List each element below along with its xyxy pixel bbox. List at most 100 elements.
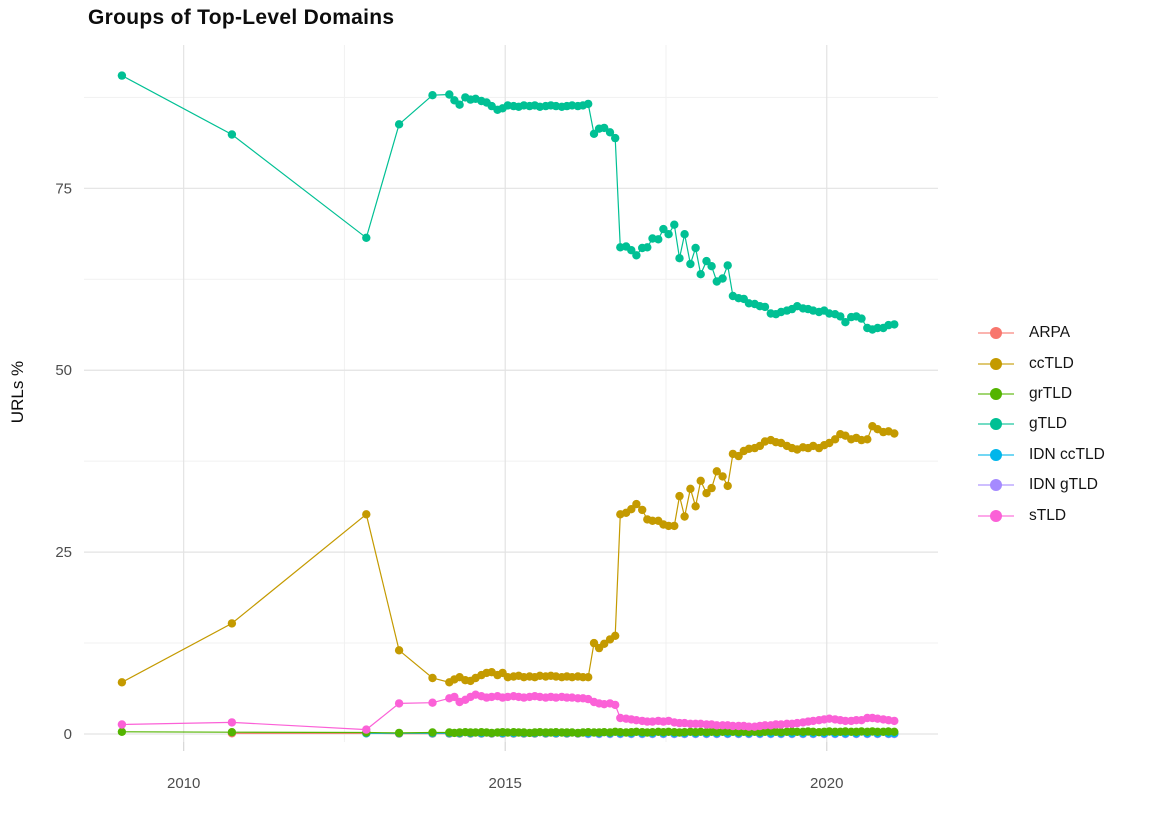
data-point-grtld (890, 727, 899, 736)
data-point-gtld (670, 220, 679, 229)
data-point-stld (841, 716, 850, 726)
legend-label: grTLD (1029, 384, 1073, 402)
data-point-gtld (627, 246, 636, 255)
data-point-gtld (654, 235, 663, 244)
data-point-gtld (702, 256, 711, 266)
data-point-cctld (702, 489, 711, 498)
data-point-gtld (605, 128, 615, 137)
data-point-grtld (793, 727, 802, 736)
data-point-cctld (670, 521, 679, 531)
legend: ARPA ccTLD grTLD gTLD IDN ccTLD IDN gTLD sTLD (978, 318, 1105, 531)
data-point-gtld (760, 302, 770, 312)
legend-label: ARPA (1029, 324, 1071, 342)
y-tick-label: 0 (64, 726, 72, 743)
legend-key-icon (978, 387, 1014, 401)
data-point-gtld (455, 100, 464, 109)
data-point-gtld (718, 274, 727, 283)
legend-item-cctld: ccTLD (978, 348, 1105, 378)
data-point-cctld (362, 510, 371, 519)
data-point-cctld (394, 646, 404, 655)
data-point-cctld (600, 639, 609, 648)
data-point-stld (394, 699, 404, 708)
data-point-stld (611, 700, 620, 710)
data-point-stld (744, 722, 754, 731)
y-tick-label: 50 (55, 362, 72, 379)
data-point-gtld (600, 123, 609, 133)
data-point-grtld (227, 728, 237, 737)
data-point-cctld (584, 673, 593, 682)
data-point-gtld (707, 262, 716, 271)
legend-dot-swatch (990, 357, 1002, 370)
legend-item-gtld: gTLD (978, 409, 1105, 439)
data-point-grtld (394, 728, 404, 738)
data-point-stld (362, 725, 371, 734)
legend-key-icon (978, 478, 1014, 492)
data-point-stld (760, 721, 770, 730)
data-point-gtld (584, 99, 593, 109)
data-point-cctld (117, 678, 127, 687)
legend-key-icon (978, 326, 1014, 340)
legend-dot-swatch (990, 479, 1002, 492)
legend-item-idn-gtld: IDN gTLD (978, 470, 1105, 500)
x-tick-label: 2010 (167, 775, 200, 792)
legend-key-icon (978, 509, 1014, 523)
x-tick-label: 2015 (489, 775, 522, 792)
data-point-grtld (117, 727, 127, 736)
data-point-stld (428, 698, 437, 707)
data-point-gtld (643, 243, 652, 252)
data-point-gtld (841, 318, 850, 327)
data-point-gtld (589, 129, 599, 138)
data-point-gtld (723, 261, 732, 270)
data-point-gtld (394, 120, 404, 129)
data-point-cctld (611, 631, 620, 640)
legend-dot-swatch (990, 387, 1002, 400)
data-point-gtld (691, 243, 700, 253)
y-tick-label: 25 (55, 544, 72, 561)
data-point-gtld (362, 233, 371, 242)
data-point-stld (712, 721, 721, 730)
data-point-cctld (648, 516, 657, 525)
legend-label: IDN ccTLD (1029, 445, 1105, 463)
legend-dot-swatch (990, 418, 1002, 431)
data-point-gtld (445, 90, 454, 99)
legend-label: gTLD (1029, 415, 1067, 433)
data-point-gtld (664, 230, 673, 239)
data-point-cctld (723, 481, 732, 491)
data-point-cctld (638, 505, 647, 515)
data-point-gtld (696, 270, 705, 279)
data-point-cctld (718, 472, 727, 481)
data-point-cctld (227, 619, 237, 628)
data-point-gtld (611, 133, 620, 143)
data-point-cctld (696, 476, 705, 485)
data-point-gtld (117, 71, 127, 80)
legend-dot-swatch (990, 509, 1002, 522)
legend-item-idn-cctld: IDN ccTLD (978, 440, 1105, 470)
series-line-cctld (121, 425, 895, 683)
legend-label: IDN gTLD (1029, 476, 1098, 494)
data-point-stld (890, 716, 899, 726)
data-point-cctld (863, 435, 872, 444)
y-tick-label: 75 (55, 180, 72, 197)
data-point-stld (117, 720, 127, 729)
legend-key-icon (978, 448, 1014, 462)
legend-dot-swatch (990, 327, 1002, 340)
data-point-gtld (680, 230, 689, 239)
legend-key-icon (978, 357, 1014, 371)
data-point-gtld (227, 130, 237, 139)
data-point-gtld (857, 314, 866, 323)
data-point-cctld (675, 491, 684, 501)
data-point-gtld (890, 320, 899, 329)
data-point-grtld (428, 728, 437, 737)
legend-key-icon (978, 417, 1014, 431)
chart-title: Groups of Top-Level Domains (88, 6, 395, 29)
data-point-cctld (890, 429, 899, 438)
data-point-cctld (680, 512, 689, 521)
data-point-stld (450, 692, 459, 702)
data-point-cctld (691, 502, 700, 511)
x-tick-label: 2020 (810, 775, 843, 792)
legend-label: ccTLD (1029, 354, 1074, 372)
series-line-gtld (121, 75, 895, 331)
data-point-cctld (734, 451, 743, 461)
